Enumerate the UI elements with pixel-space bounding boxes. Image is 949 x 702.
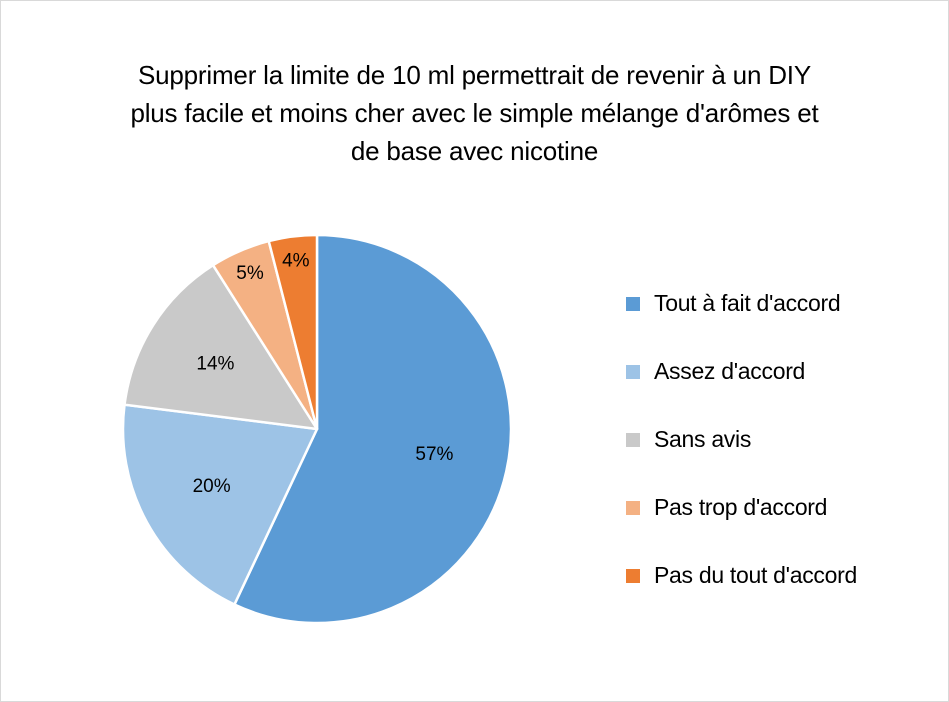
- data-label-pas-trop-d-accord: 5%: [236, 263, 264, 284]
- pie-slice-assez-d-accord: [121, 403, 319, 606]
- legend-label: Pas du tout d'accord: [654, 562, 857, 588]
- chart-title: Supprimer la limite de 10 ml permettrait…: [60, 56, 889, 170]
- chart-title-line-2: plus facile et moins cher avec le simple…: [130, 98, 819, 128]
- legend-swatch: [626, 297, 640, 311]
- legend-label: Tout à fait d'accord: [654, 290, 841, 316]
- chart-title-line-1: Supprimer la limite de 10 ml permettrait…: [138, 60, 811, 90]
- legend-swatch: [626, 433, 640, 447]
- legend-label: Assez d'accord: [654, 358, 806, 384]
- pie-slices: [121, 233, 513, 625]
- legend-item-pas-du-tout-d-accord: Pas du tout d'accord: [626, 556, 926, 624]
- legend-label: Pas trop d'accord: [654, 494, 828, 520]
- legend-item-tout-a-fait-d-accord: Tout à fait d'accord: [626, 284, 926, 352]
- data-label-pas-du-tout-d-accord: 4%: [282, 251, 310, 272]
- pie-slice-pas-du-tout-d-accord: [267, 233, 319, 431]
- legend-item-assez-d-accord: Assez d'accord: [626, 352, 926, 420]
- legend-swatch: [626, 501, 640, 515]
- legend-item-sans-avis: Sans avis: [626, 420, 926, 488]
- chart-legend: Tout à fait d'accord Assez d'accord Sans…: [626, 284, 926, 624]
- pie-slice-sans-avis: [123, 263, 319, 431]
- pie-slice-tout-a-fait-d-accord: [233, 233, 513, 625]
- legend-label: Sans avis: [654, 426, 752, 452]
- chart-title-line-3: de base avec nicotine: [350, 136, 599, 166]
- legend-swatch: [626, 569, 640, 583]
- data-label-assez-d-accord: 20%: [193, 476, 231, 497]
- pie-data-labels: 57% 20% 14% 5% 4%: [193, 251, 454, 497]
- data-label-tout-a-fait-d-accord: 57%: [415, 444, 453, 465]
- legend-item-pas-trop-d-accord: Pas trop d'accord: [626, 488, 926, 556]
- data-label-sans-avis: 14%: [196, 354, 234, 375]
- legend-swatch: [626, 365, 640, 379]
